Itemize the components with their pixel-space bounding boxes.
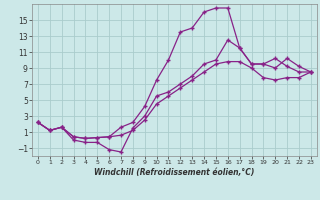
X-axis label: Windchill (Refroidissement éolien,°C): Windchill (Refroidissement éolien,°C) [94, 168, 255, 177]
